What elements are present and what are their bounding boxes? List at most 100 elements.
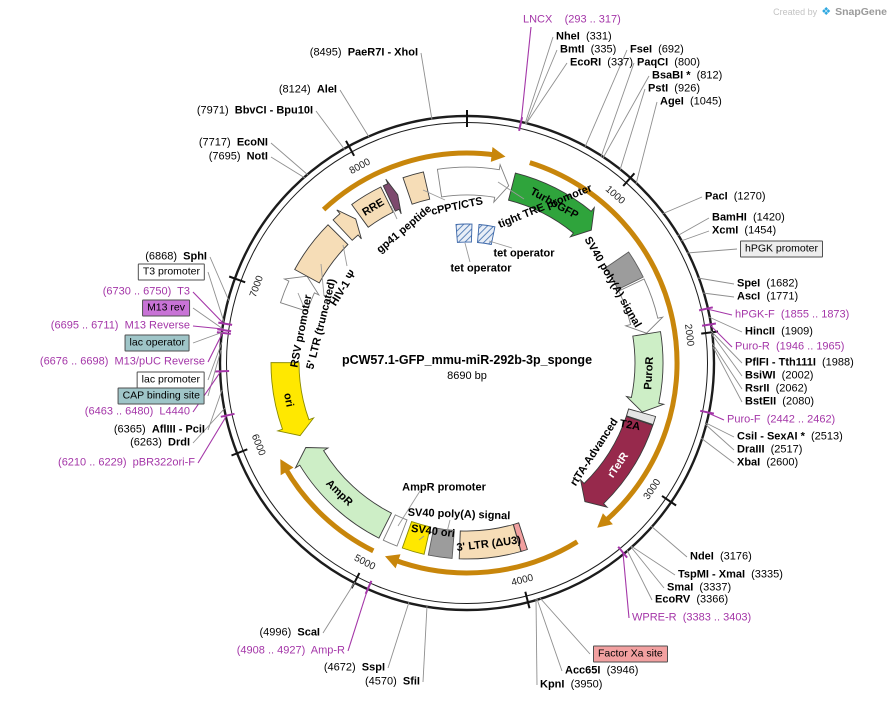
feature-rsv-promoter[interactable]	[279, 275, 321, 312]
enzyme-label-bbvci-bpu10i[interactable]: (7971) BbvCI - Bpu10I	[196, 104, 313, 117]
feature-box-label-lac-operator[interactable]: lac operator	[124, 334, 190, 352]
primer-label-puro-f-2442-2462[interactable]: Puro-F (2442 .. 2462)	[727, 413, 836, 426]
feature-label-sv40-ori[interactable]: SV40 ori	[410, 523, 455, 540]
callout-leader-line	[315, 110, 346, 151]
feature-box-label-cap-binding-site[interactable]: CAP binding site	[117, 387, 205, 405]
feature-label-puror[interactable]: PuroR	[642, 356, 656, 390]
feature-label-t2a[interactable]: T2A	[619, 418, 642, 433]
feature-hpgk-promoter[interactable]	[618, 278, 665, 334]
primer-site-tick	[216, 331, 231, 335]
enzyme-label-nhei[interactable]: NheI (331)	[556, 30, 612, 43]
enzyme-label-scai[interactable]: (4996) ScaI	[259, 626, 320, 639]
feature-label-tet-operator[interactable]: tet operator	[450, 263, 512, 275]
callout-leader-line	[535, 598, 538, 686]
feature-label-ampr-promoter[interactable]: AmpR promoter	[402, 482, 486, 494]
feature-box-label-t3-promoter[interactable]: T3 promoter	[137, 263, 205, 281]
enzyme-label-ecori[interactable]: EcoRI (337)	[570, 56, 633, 69]
enzyme-label-drdi[interactable]: (6263) DrdI	[130, 436, 190, 449]
enzyme-label-rsrii[interactable]: RsrII (2062)	[745, 382, 808, 395]
feature-tet-operator[interactable]	[477, 224, 496, 246]
primer-label-lncx-293-317[interactable]: LNCX (293 .. 317)	[523, 13, 621, 26]
feature-ampr[interactable]	[294, 447, 393, 539]
enzyme-label-bsabi[interactable]: BsaBI * (812)	[652, 69, 723, 82]
feature-hiv-1[interactable]	[332, 209, 362, 241]
primer-site-tick	[215, 370, 230, 373]
primer-label-wpre-r-3383-3403[interactable]: WPRE-R (3383 .. 3403)	[632, 611, 752, 624]
callout-leader-line	[422, 605, 428, 683]
enzyme-label-xcmi[interactable]: XcmI (1454)	[712, 224, 777, 237]
feature-box-label-m13-rev[interactable]: M13 rev	[142, 299, 190, 317]
enzyme-label-alei[interactable]: (8124) AleI	[278, 83, 337, 96]
enzyme-label-noti[interactable]: (7695) NotI	[208, 150, 268, 163]
feature-t2a[interactable]	[625, 408, 657, 426]
enzyme-label-sspi[interactable]: (4672) SspI	[323, 661, 385, 674]
callout-leader-line	[420, 52, 433, 121]
enzyme-label-asci[interactable]: AscI (1771)	[737, 290, 799, 303]
enzyme-label-draiii[interactable]: DraIII (2517)	[737, 443, 803, 456]
feature-label-tet-operator[interactable]: tet operator	[493, 248, 555, 260]
enzyme-label-kpni[interactable]: KpnI (3950)	[540, 678, 603, 691]
feature-ampr-promoter[interactable]	[382, 514, 408, 547]
feature-tight-tre-promoter[interactable]	[436, 163, 510, 204]
callout-leader-line	[709, 324, 733, 348]
feature-turbogfp[interactable]	[507, 172, 595, 238]
feature-sv40-poly-a-signal[interactable]	[427, 527, 455, 559]
label-leader-line	[488, 240, 513, 249]
enzyme-label-ecorv[interactable]: EcoRV (3366)	[655, 593, 729, 606]
enzyme-label-xbai[interactable]: XbaI (2600)	[737, 456, 799, 469]
primer-label-6730-6750-t3[interactable]: (6730 .. 6750) T3	[102, 285, 190, 298]
enzyme-label-bsiwi[interactable]: BsiWI (2002)	[745, 369, 814, 382]
primer-label-hpgk-f-1855-1873[interactable]: hPGK-F (1855 .. 1873)	[735, 308, 850, 321]
enzyme-label-fsei[interactable]: FseI (692)	[630, 43, 684, 56]
enzyme-label-agei[interactable]: AgeI (1045)	[660, 95, 722, 108]
enzyme-label-hincii[interactable]: HincII (1909)	[745, 325, 813, 338]
feature-label-sv40-poly-a-signal[interactable]: SV40 poly(A) signal	[407, 507, 510, 523]
callout-leader-line	[706, 308, 733, 316]
enzyme-label-tspmi-xmai[interactable]: TspMI - XmaI (3335)	[678, 568, 783, 581]
enzyme-label-econi[interactable]: (7717) EcoNI	[198, 136, 268, 149]
primer-site-tick	[699, 409, 715, 415]
feature-tet-operator[interactable]	[455, 223, 473, 243]
enzyme-label-sfii[interactable]: (4570) SfiI	[364, 675, 420, 688]
primer-label-6210-6229-pbr322ori-f[interactable]: (6210 .. 6229) pBR322ori-F	[58, 456, 195, 469]
feature-sv40-ori[interactable]	[401, 521, 431, 555]
enzyme-label-paci[interactable]: PacI (1270)	[705, 190, 766, 203]
enzyme-label-paqci[interactable]: PaqCI (800)	[637, 56, 700, 69]
feature-sv40-poly-a-signal[interactable]	[604, 251, 644, 291]
feature-ori[interactable]	[270, 362, 315, 437]
feature-rre[interactable]	[351, 186, 394, 228]
enzyme-label-bamhi[interactable]: BamHI (1420)	[712, 211, 785, 224]
primer-label-6676-6698-m13-puc-reverse[interactable]: (6676 .. 6698) M13/pUC Reverse	[39, 355, 205, 368]
feature-3-ltr-u3[interactable]	[458, 523, 522, 560]
feature-label-ori[interactable]: ori	[281, 392, 296, 408]
enzyme-label-acc65i[interactable]: Acc65I (3946)	[565, 664, 639, 677]
enzyme-label-afliii-pcii[interactable]: (6365) AflIII - PciI	[113, 423, 205, 436]
enzyme-label-paer7i-xhoi[interactable]: (8495) PaeR7I - XhoI	[309, 46, 418, 59]
feature-box-label-lac-promoter[interactable]: lac promoter	[136, 371, 205, 389]
feature-box-label-hpgk-promoter[interactable]: hPGK promoter	[740, 240, 823, 258]
enzyme-label-bsteii[interactable]: BstEII (2080)	[745, 395, 815, 408]
enzyme-label-smai[interactable]: SmaI (3337)	[667, 581, 732, 594]
feature-box-label-factor-xa-site[interactable]: Factor Xa site	[593, 645, 668, 663]
callout-leader-line	[207, 271, 225, 323]
feature-rtetr[interactable]	[579, 415, 654, 509]
callout-leader-line	[536, 598, 563, 672]
enzyme-label-psti[interactable]: PstI (926)	[648, 82, 700, 95]
feature-cppt-cts[interactable]	[402, 171, 431, 205]
enzyme-label-csii-sexai[interactable]: CsiI - SexAI * (2513)	[737, 430, 843, 443]
primer-label-6695-6711-m13-reverse[interactable]: (6695 .. 6711) M13 Reverse	[50, 319, 190, 332]
enzyme-label-spei[interactable]: SpeI (1682)	[737, 277, 799, 290]
enzyme-label-ndei[interactable]: NdeI (3176)	[690, 550, 752, 563]
enzyme-label-bmti[interactable]: BmtI (335)	[560, 43, 617, 56]
feature-gp41-peptide[interactable]	[382, 178, 402, 215]
feature-puror[interactable]	[625, 331, 666, 413]
callout-leader-line	[347, 587, 369, 652]
primer-label-6463-6480-l4440[interactable]: (6463 .. 6480) L4440	[84, 405, 190, 418]
enzyme-label-sphi[interactable]: (6868) SphI	[145, 250, 207, 263]
callout-leader-line	[192, 307, 224, 330]
primer-label-4908-4927-amp-r[interactable]: (4908 .. 4927) Amp-R	[236, 644, 345, 657]
primer-label-puro-r-1946-1965[interactable]: Puro-R (1946 .. 1965)	[735, 340, 845, 353]
enzyme-label-pflfi-tth111i[interactable]: PflFI - Tth111I (1988)	[745, 356, 854, 369]
